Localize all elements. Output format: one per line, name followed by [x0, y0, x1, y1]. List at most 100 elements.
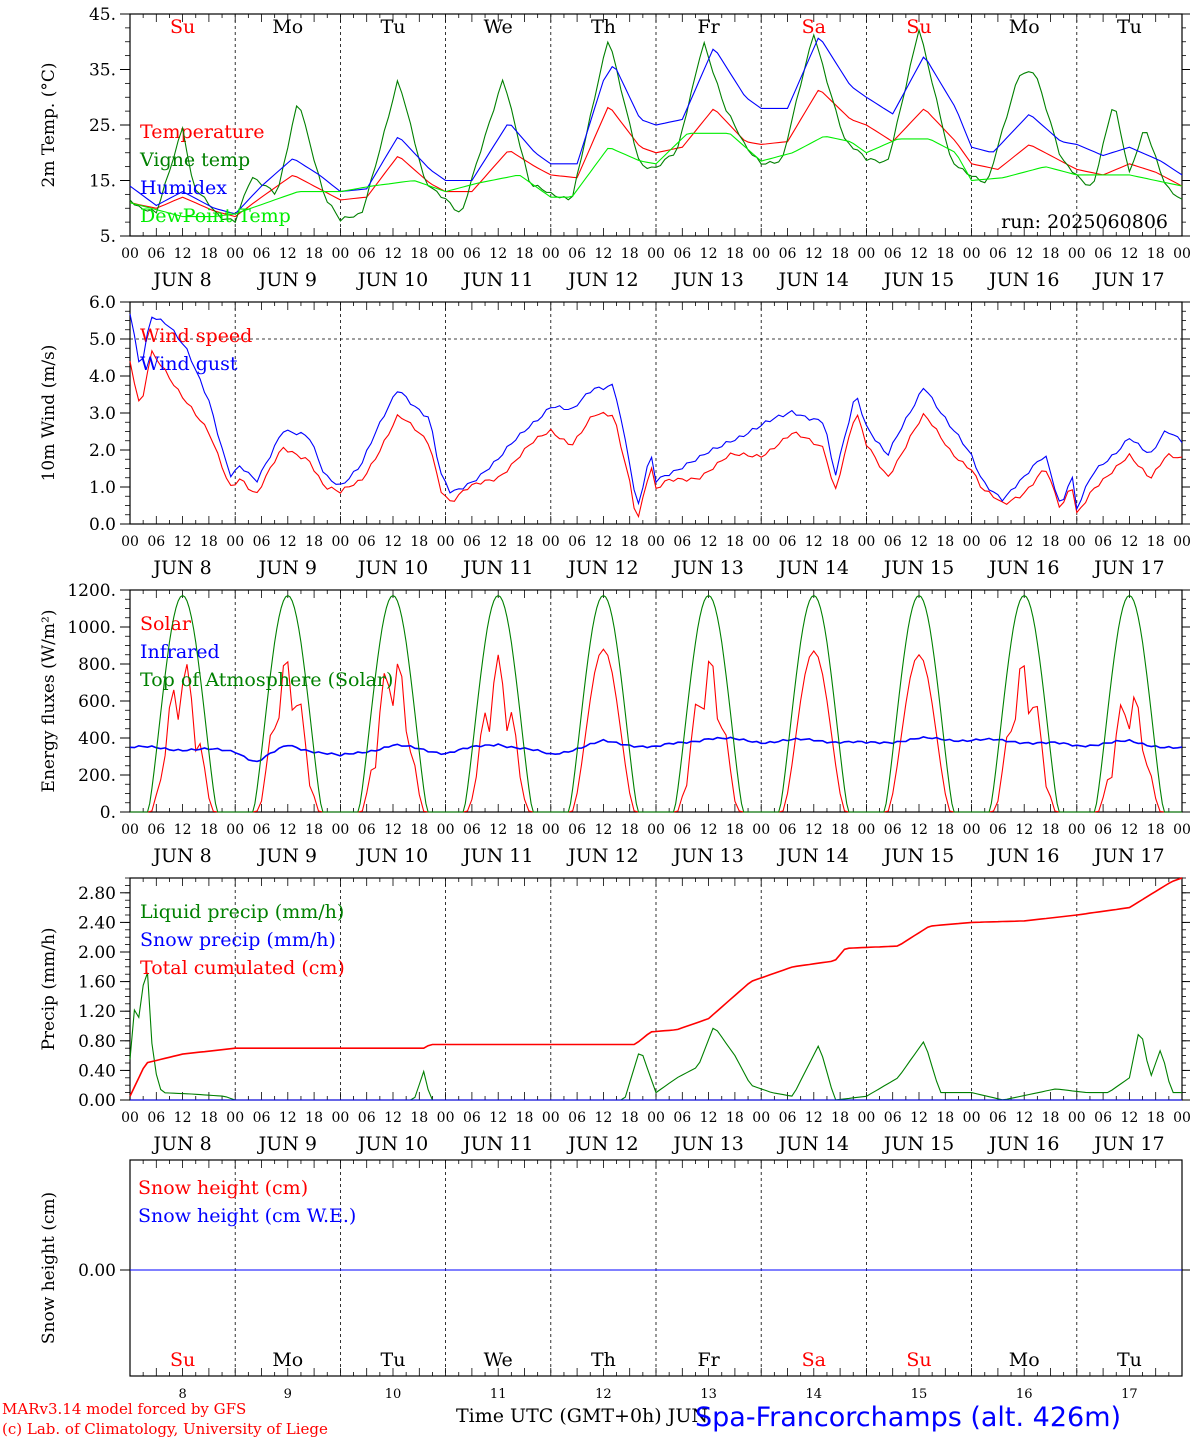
- x-hour-label: 00: [1068, 1110, 1086, 1126]
- station-name: Spa-Francorchamps (alt. 426m): [695, 1402, 1122, 1433]
- x-hour-label: 00: [857, 534, 875, 550]
- x-date-label: JUN 17: [1092, 269, 1164, 291]
- y-tick-label: 1000.: [67, 618, 116, 638]
- x-hour-label: 00: [647, 822, 665, 838]
- day-number-label: 14: [806, 1387, 823, 1402]
- legend-entry: DewPoint Temp: [140, 205, 291, 227]
- x-hour-label: 06: [884, 534, 902, 550]
- x-hour-label: 18: [726, 1110, 744, 1126]
- x-date-label: JUN 9: [257, 1133, 317, 1155]
- x-hour-label: 06: [358, 1110, 376, 1126]
- x-date-label: JUN 10: [356, 269, 428, 291]
- weekday-label-top: Mo: [1009, 16, 1040, 38]
- x-hour-label: 18: [410, 246, 428, 262]
- x-hour-label: 00: [1173, 822, 1191, 838]
- x-hour-label: 12: [174, 1110, 192, 1126]
- x-hour-label: 18: [831, 246, 849, 262]
- legend-entry: Infrared: [140, 641, 220, 663]
- x-hour-label: 06: [673, 822, 691, 838]
- x-hour-label: 18: [1147, 1110, 1165, 1126]
- x-hour-label: 18: [831, 534, 849, 550]
- x-hour-label: 18: [621, 246, 639, 262]
- x-hour-label: 12: [489, 246, 507, 262]
- model-credit-text: MARv3.14 model forced by GFS: [2, 1400, 247, 1418]
- weekday-label-bottom: Mo: [1009, 1349, 1040, 1371]
- weekday-label-top: Su: [170, 16, 195, 38]
- x-date-label: JUN 14: [777, 1133, 849, 1155]
- y-tick-label: 3.0: [89, 404, 116, 424]
- weekday-label-bottom: Fr: [697, 1349, 720, 1371]
- y-axis-label: Energy fluxes (W/m²): [39, 610, 59, 793]
- y-axis-label: 10m Wind (m/s): [39, 345, 59, 482]
- x-hour-label: 12: [700, 1110, 718, 1126]
- x-hour-label: 18: [1042, 822, 1060, 838]
- x-date-label: JUN 15: [882, 557, 954, 579]
- x-hour-label: 12: [489, 534, 507, 550]
- x-hour-label: 12: [700, 534, 718, 550]
- x-hour-label: 00: [542, 534, 560, 550]
- y-tick-label: 15.: [89, 172, 116, 192]
- x-hour-label: 06: [1094, 822, 1112, 838]
- x-hour-label: 18: [936, 822, 954, 838]
- x-hour-label: 06: [568, 822, 586, 838]
- x-hour-label: 18: [410, 1110, 428, 1126]
- x-hour-label: 06: [1094, 534, 1112, 550]
- weekday-label-top: We: [484, 16, 513, 38]
- x-hour-label: 06: [253, 1110, 271, 1126]
- x-hour-label: 12: [489, 822, 507, 838]
- x-hour-label: 00: [121, 822, 139, 838]
- x-hour-label: 18: [1042, 1110, 1060, 1126]
- x-hour-label: 12: [594, 1110, 612, 1126]
- x-hour-label: 12: [384, 822, 402, 838]
- x-hour-label: 06: [779, 246, 797, 262]
- x-hour-label: 12: [910, 1110, 928, 1126]
- x-hour-label: 06: [463, 1110, 481, 1126]
- legend-entry: Wind speed: [140, 325, 252, 347]
- weekday-label-top: Tu: [381, 16, 406, 38]
- x-hour-label: 00: [542, 246, 560, 262]
- y-tick-label: 6.0: [89, 293, 116, 313]
- x-hour-label: 00: [437, 534, 455, 550]
- y-tick-label: 0.40: [78, 1061, 116, 1081]
- weekday-label-top: Sa: [802, 16, 826, 38]
- x-hour-label: 00: [226, 822, 244, 838]
- x-date-label: JUN 9: [257, 269, 317, 291]
- x-hour-label: 18: [621, 534, 639, 550]
- x-hour-label: 12: [174, 246, 192, 262]
- day-number-label: 8: [178, 1387, 186, 1402]
- x-date-label: JUN 17: [1092, 557, 1164, 579]
- x-hour-label: 12: [700, 246, 718, 262]
- x-hour-label: 06: [358, 534, 376, 550]
- x-hour-label: 12: [805, 246, 823, 262]
- x-hour-label: 00: [857, 1110, 875, 1126]
- day-number-label: 16: [1016, 1387, 1033, 1402]
- x-hour-label: 06: [989, 1110, 1007, 1126]
- x-date-label: JUN 14: [777, 269, 849, 291]
- x-hour-label: 06: [673, 534, 691, 550]
- x-hour-label: 00: [542, 822, 560, 838]
- x-hour-label: 06: [463, 246, 481, 262]
- weekday-label-top: Fr: [697, 16, 720, 38]
- x-hour-label: 12: [1120, 1110, 1138, 1126]
- legend-entry: Liquid precip (mm/h): [140, 901, 344, 923]
- x-hour-label: 00: [437, 1110, 455, 1126]
- x-hour-label: 12: [1120, 822, 1138, 838]
- x-hour-label: 18: [200, 822, 218, 838]
- y-tick-label: 600.: [78, 692, 116, 712]
- x-hour-label: 12: [1120, 246, 1138, 262]
- x-date-label: JUN 16: [987, 845, 1059, 867]
- x-hour-label: 06: [568, 246, 586, 262]
- series-line: [129, 736, 1183, 763]
- x-hour-label: 12: [1015, 534, 1033, 550]
- y-tick-label: 800.: [78, 655, 116, 675]
- x-hour-label: 18: [516, 246, 534, 262]
- x-hour-label: 18: [831, 822, 849, 838]
- series-line: [129, 877, 1183, 1097]
- day-number-label: 11: [490, 1387, 507, 1402]
- x-hour-label: 00: [1173, 534, 1191, 550]
- x-hour-label: 00: [857, 246, 875, 262]
- x-hour-label: 06: [989, 534, 1007, 550]
- legend-entry: Snow height (cm W.E.): [138, 1205, 356, 1227]
- x-hour-label: 18: [1042, 534, 1060, 550]
- x-hour-label: 06: [884, 822, 902, 838]
